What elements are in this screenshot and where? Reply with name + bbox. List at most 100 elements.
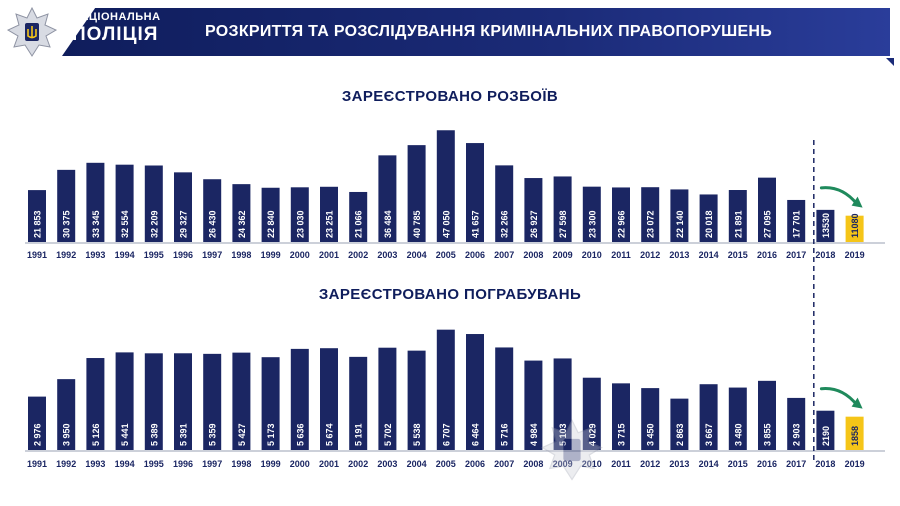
header: НАЦІОНАЛЬНА ПОЛІЦІЯ РОЗКРИТТЯ ТА РОЗСЛІД… — [0, 0, 900, 66]
theft-bar — [320, 348, 338, 450]
robbery-bar — [466, 143, 484, 242]
theft-tick-label: 1994 — [115, 459, 135, 469]
theft-bar — [524, 360, 543, 450]
theft-chart: 2 976 1991 3 950 1992 5 126 1993 5 441 1994 5 38… — [25, 329, 885, 469]
robbery-tick-label: 2007 — [494, 250, 514, 260]
robbery-value-label: 23 072 — [646, 210, 656, 238]
robbery-bar — [115, 164, 134, 242]
theft-bar — [115, 352, 134, 450]
theft-value-label: 5 126 — [91, 423, 101, 446]
robbery-bar — [758, 177, 776, 242]
robbery-tick-label: 2005 — [436, 250, 456, 260]
theft-bar — [699, 384, 718, 450]
robbery-tick-label: 1998 — [231, 250, 251, 260]
robbery-bar — [612, 187, 630, 242]
robbery-tick-label: 1993 — [85, 250, 105, 260]
robbery-value-label: 24 362 — [237, 210, 247, 238]
robbery-bar — [670, 189, 689, 242]
robbery-value-label: 21 066 — [354, 210, 364, 238]
theft-bar — [57, 379, 76, 450]
theft-bar — [232, 352, 251, 450]
robbery-tick-label: 2009 — [553, 250, 573, 260]
theft-value-label: 3 715 — [617, 423, 627, 446]
theft-bar — [378, 347, 397, 450]
theft-value-label: 5 359 — [208, 423, 218, 446]
header-bar — [62, 8, 890, 56]
theft-value-label: 6 707 — [441, 423, 451, 446]
robbery-bar — [553, 176, 572, 242]
theft-bar — [28, 396, 46, 450]
theft-value-label: 5 391 — [179, 423, 189, 446]
robbery-bar — [28, 190, 46, 242]
robbery-tick-label: 2018 — [815, 250, 835, 260]
robbery-value-label: 13530 — [821, 213, 831, 238]
header-title: РОЗКРИТТЯ ТА РОЗСЛІДУВАННЯ КРИМІНАЛЬНИХ … — [205, 23, 773, 40]
theft-tick-label: 1998 — [231, 459, 251, 469]
watermark-star-icon — [541, 419, 603, 481]
robbery-bar — [816, 209, 835, 242]
robbery-value-label: 23 300 — [587, 210, 597, 238]
theft-tick-label: 2013 — [669, 459, 689, 469]
theft-bar — [787, 397, 806, 450]
theft-tick-label: 2005 — [436, 459, 456, 469]
robbery-value-label: 33 345 — [91, 210, 101, 238]
robbery-tick-label: 2014 — [699, 250, 719, 260]
robbery-trend-arrowhead-icon — [851, 196, 863, 208]
robbery-bar — [728, 190, 747, 242]
theft-bar — [582, 377, 601, 450]
robbery-value-label: 32 554 — [120, 210, 130, 238]
theft-tick-label: 1996 — [173, 459, 193, 469]
robbery-tick-label: 2016 — [757, 250, 777, 260]
theft-value-label: 2 863 — [675, 423, 685, 446]
theft-bar — [612, 383, 630, 450]
robbery-bar — [524, 178, 543, 242]
robbery-value-label: 27 095 — [763, 210, 773, 238]
theft-bar — [349, 356, 368, 450]
theft-value-label: 2 903 — [792, 423, 802, 446]
theft-trend-arrowhead-icon — [851, 397, 863, 409]
theft-bar — [261, 357, 280, 450]
robbery-value-label: 22 840 — [266, 210, 276, 238]
theft-value-label: 5 389 — [149, 423, 159, 446]
robbery-tick-label: 2000 — [290, 250, 310, 260]
chart-title-thefts: ЗАРЕЄСТРОВАНО ПОГРАБУВАНЬ — [318, 286, 582, 303]
robbery-tick-label: 2012 — [640, 250, 660, 260]
robbery-value-label: 27 598 — [558, 210, 568, 238]
robbery-value-label: 40 785 — [412, 210, 422, 238]
theft-tick-label: 2003 — [377, 459, 397, 469]
theft-tick-label: 2002 — [348, 459, 368, 469]
theft-value-label: 2190 — [821, 426, 831, 446]
theft-bar — [495, 347, 514, 450]
robbery-tick-label: 2019 — [845, 250, 865, 260]
theft-bar — [86, 358, 105, 450]
theft-tick-label: 2012 — [640, 459, 660, 469]
robbery-value-label: 23 030 — [295, 210, 305, 238]
robbery-tick-label: 1991 — [27, 250, 47, 260]
robbery-tick-label: 2011 — [611, 250, 631, 260]
robbery-bar — [261, 187, 280, 242]
robbery-value-label: 30 375 — [62, 210, 72, 238]
robbery-value-label: 32 266 — [500, 210, 510, 238]
theft-tick-label: 2019 — [845, 459, 865, 469]
theft-tick-label: 2007 — [494, 459, 514, 469]
theft-value-label: 2 976 — [33, 423, 43, 446]
theft-tick-label: 2017 — [786, 459, 806, 469]
theft-tick-label: 2008 — [523, 459, 543, 469]
theft-value-label: 5 674 — [325, 423, 335, 446]
brand: НАЦІОНАЛЬНА ПОЛІЦІЯ — [72, 12, 161, 45]
robbery-bar — [203, 179, 222, 242]
robbery-bar — [174, 172, 192, 242]
robbery-value-label: 21 891 — [733, 210, 743, 238]
theft-bar — [407, 350, 426, 450]
theft-tick-label: 2018 — [815, 459, 835, 469]
robbery-tick-label: 1995 — [144, 250, 164, 260]
theft-bar — [290, 348, 309, 450]
theft-bar — [728, 387, 747, 450]
robbery-tick-label: 2015 — [728, 250, 748, 260]
theft-tick-label: 2006 — [465, 459, 485, 469]
theft-value-label: 5 427 — [237, 423, 247, 446]
theft-tick-label: 1993 — [85, 459, 105, 469]
theft-bar — [845, 416, 864, 450]
robbery-bar — [787, 199, 806, 242]
